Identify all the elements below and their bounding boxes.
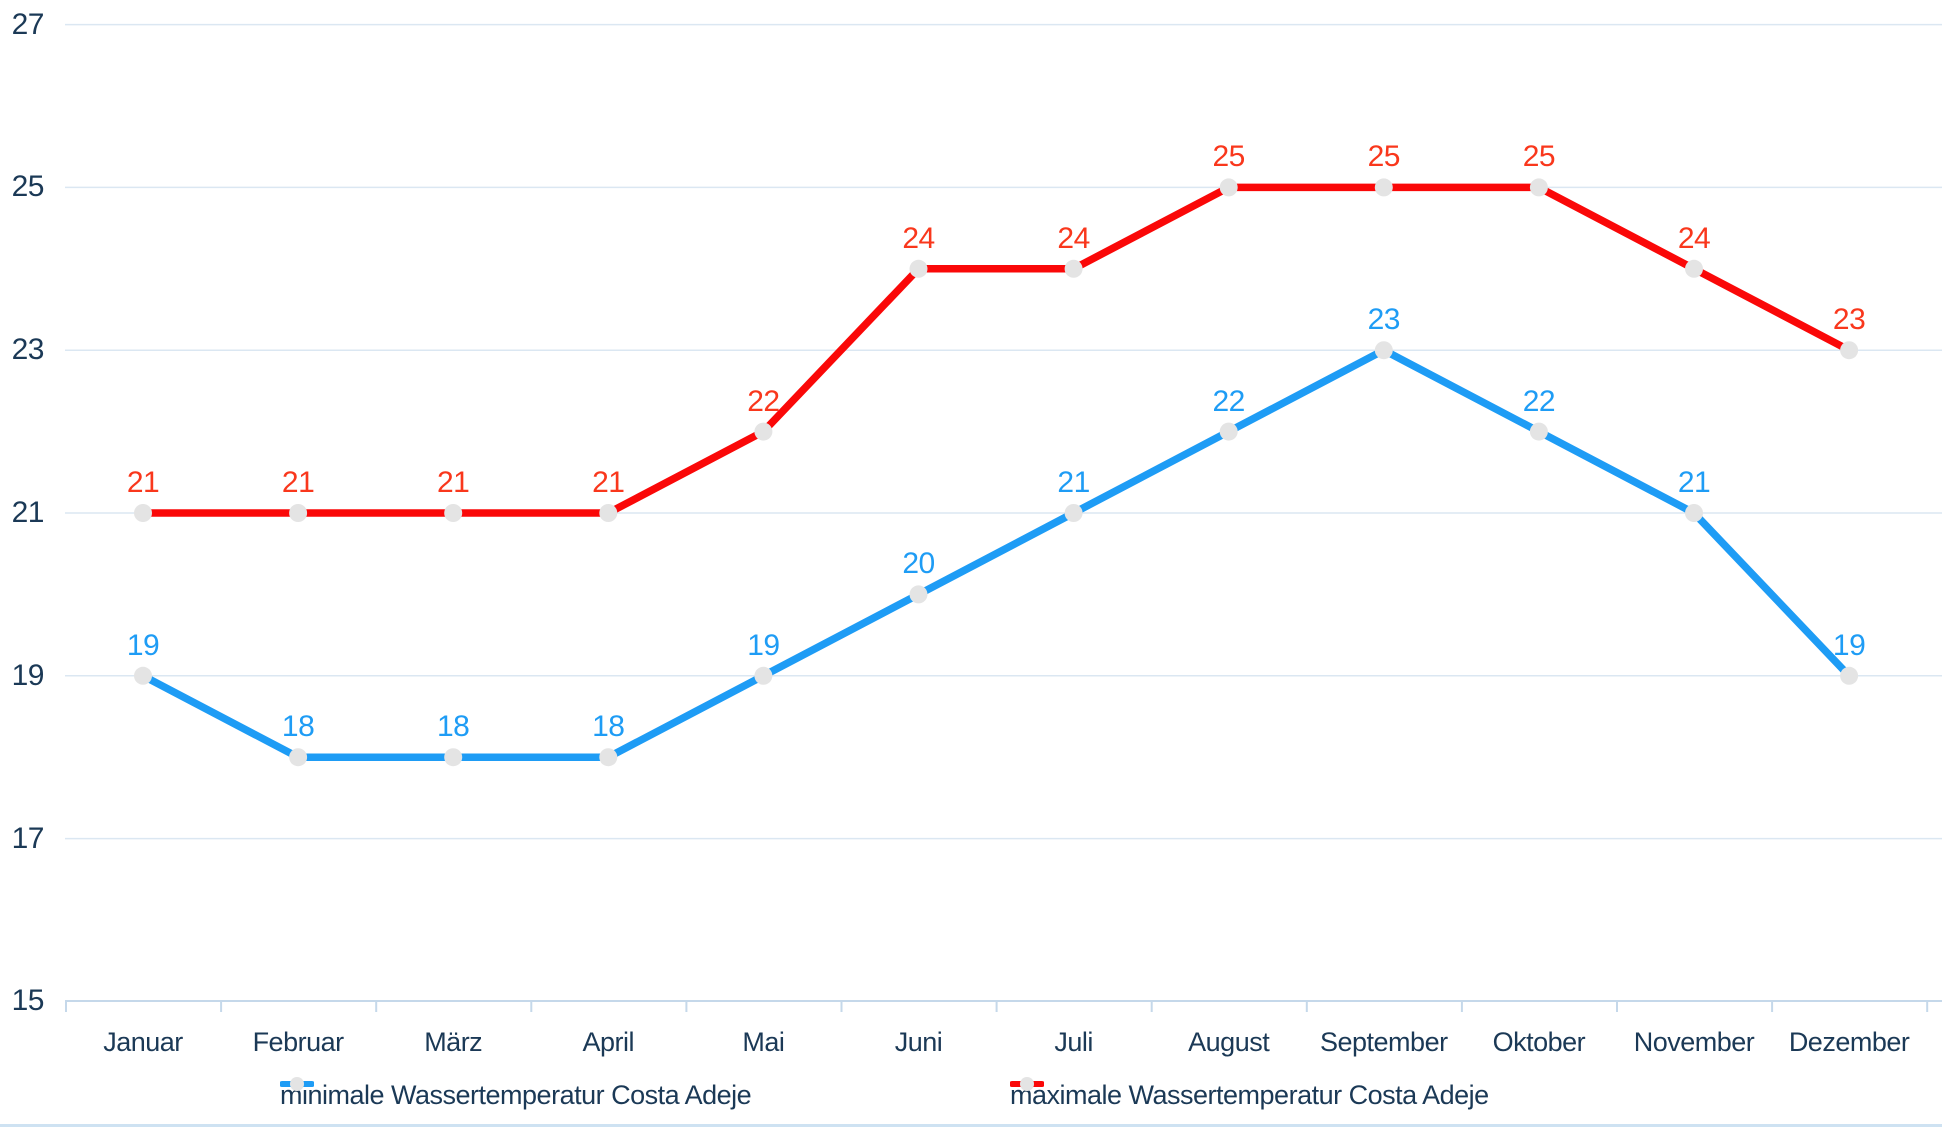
data-point-marker-min-Dezember xyxy=(1840,666,1859,685)
data-label-max-Januar: 21 xyxy=(126,466,160,499)
data-label-max-September: 25 xyxy=(1367,140,1401,174)
data-point-marker-max-Dezember xyxy=(1840,341,1859,360)
data-label-max-Dezember: 23 xyxy=(1832,303,1866,337)
data-label-max-April: 21 xyxy=(592,466,625,499)
data-label-min-Juni: 20 xyxy=(902,547,935,581)
data-point-marker-min-September xyxy=(1374,341,1393,360)
data-point-marker-min-Januar xyxy=(134,666,152,685)
y-axis-label-21: 21 xyxy=(11,496,45,529)
data-point-marker-max-Februar xyxy=(289,504,308,522)
data-point-marker-max-Januar xyxy=(134,504,152,522)
data-point-marker-min-November xyxy=(1685,504,1703,522)
data-point-marker-min-Juli xyxy=(1064,504,1083,522)
x-axis-label-Oktober: Oktober xyxy=(1492,1027,1586,1057)
x-axis-label-Juli: Juli xyxy=(1054,1027,1093,1057)
data-label-min-Mai: 19 xyxy=(747,628,780,662)
data-point-marker-max-Juni xyxy=(909,259,928,278)
data-label-max-März: 21 xyxy=(437,466,470,499)
data-point-marker-min-August xyxy=(1219,422,1238,441)
x-axis-label-November: November xyxy=(1633,1027,1755,1057)
data-point-marker-min-März xyxy=(444,748,463,767)
x-axis-label-Januar: Januar xyxy=(103,1027,183,1057)
x-axis-label-Februar: Februar xyxy=(252,1027,345,1057)
data-point-marker-max-Juli xyxy=(1064,259,1083,278)
data-point-marker-max-November xyxy=(1685,259,1703,278)
data-point-marker-min-Juni xyxy=(909,585,928,604)
data-label-max-Mai: 22 xyxy=(747,384,780,418)
data-point-marker-max-Oktober xyxy=(1529,178,1548,197)
x-axis-label-August: August xyxy=(1188,1027,1270,1057)
data-label-min-September: 23 xyxy=(1367,303,1401,337)
data-label-min-April: 18 xyxy=(592,710,625,744)
y-axis-label-15: 15 xyxy=(11,984,45,1018)
data-label-max-Februar: 21 xyxy=(281,466,315,499)
data-label-max-Oktober: 25 xyxy=(1522,140,1556,174)
y-axis-label-19: 19 xyxy=(11,658,45,692)
y-axis-label-17: 17 xyxy=(11,821,45,855)
data-label-max-Juni: 24 xyxy=(902,221,935,255)
x-axis-label-Dezember: Dezember xyxy=(1788,1027,1910,1057)
data-label-min-Oktober: 22 xyxy=(1522,384,1556,418)
data-label-max-November: 24 xyxy=(1677,221,1711,255)
y-axis-label-23: 23 xyxy=(11,333,45,367)
line-marker-icon-min xyxy=(280,1077,314,1091)
data-point-marker-min-Februar xyxy=(289,748,308,767)
data-point-marker-max-Mai xyxy=(754,422,773,441)
data-point-marker-max-August xyxy=(1219,178,1238,197)
series-line-max xyxy=(139,183,1853,517)
legend-item-min-temperature[interactable]: minimale Wassertemperatur Costa Adeje xyxy=(280,1077,752,1113)
legend-label-max: maximale Wassertemperatur Costa Adeje xyxy=(1010,1079,1489,1110)
y-axis-label-27: 27 xyxy=(11,7,45,41)
data-label-max-August: 25 xyxy=(1212,140,1246,174)
line-marker-icon-max xyxy=(1010,1077,1044,1091)
series-line-min xyxy=(139,346,1853,761)
data-label-min-August: 22 xyxy=(1212,384,1246,418)
data-label-min-Dezember: 19 xyxy=(1832,628,1866,662)
legend-item-max-temperature[interactable]: maximale Wassertemperatur Costa Adeje xyxy=(1010,1077,1489,1113)
data-point-marker-max-April xyxy=(599,504,618,522)
y-axis-label-25: 25 xyxy=(11,170,45,204)
data-point-marker-max-September xyxy=(1374,178,1393,197)
data-label-min-März: 18 xyxy=(437,710,470,744)
x-axis-label-September: September xyxy=(1320,1027,1448,1057)
x-axis-label-Mai: Mai xyxy=(742,1027,785,1057)
bottom-border xyxy=(0,1124,1942,1127)
data-label-min-Februar: 18 xyxy=(281,710,315,744)
data-label-max-Juli: 24 xyxy=(1057,221,1090,255)
data-label-min-November: 21 xyxy=(1677,466,1711,499)
data-point-marker-min-April xyxy=(599,748,618,767)
data-point-marker-min-Oktober xyxy=(1529,422,1548,441)
x-axis-label-März: März xyxy=(424,1027,483,1057)
x-axis-label-April: April xyxy=(582,1027,635,1057)
data-label-min-Januar: 19 xyxy=(126,628,160,662)
x-axis-label-Juni: Juni xyxy=(894,1027,943,1057)
data-point-marker-max-März xyxy=(444,504,463,522)
data-label-min-Juli: 21 xyxy=(1057,466,1090,499)
data-point-marker-min-Mai xyxy=(754,666,773,685)
legend-label-min: minimale Wassertemperatur Costa Adeje xyxy=(280,1079,752,1110)
